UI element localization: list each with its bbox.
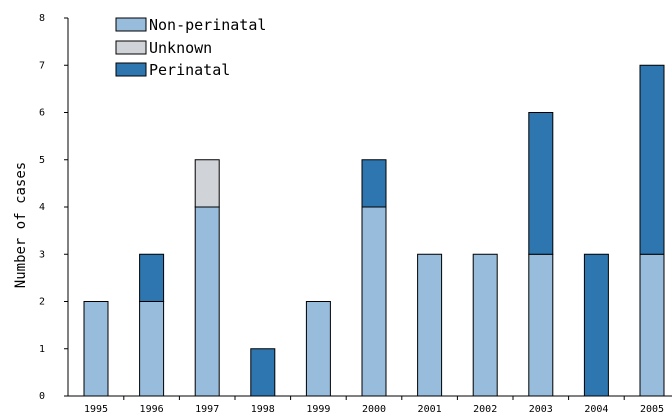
x-tick-label: 2004 <box>584 404 608 415</box>
bar-segment-perinatal <box>361 159 387 208</box>
y-ticks-group: 0 1 2 3 4 5 6 7 8 <box>39 13 68 402</box>
x-tick-label: 1998 <box>251 404 275 415</box>
bar-segment-non-perinatal <box>528 253 554 397</box>
legend-label: Unknown <box>149 39 212 57</box>
bar-segment-perinatal <box>139 253 165 302</box>
x-tick-label: 1997 <box>195 404 219 415</box>
bar-segment-non-perinatal <box>361 206 387 397</box>
x-tick-label: 1996 <box>140 404 164 415</box>
x-tick-label: 2001 <box>418 404 442 415</box>
bar-segment-unknown <box>194 159 220 208</box>
bar-segment-perinatal <box>528 112 554 255</box>
bar-segment-non-perinatal <box>639 253 665 397</box>
y-tick-label: 6 <box>39 108 45 119</box>
legend-swatch <box>115 17 147 32</box>
x-tick-label: 1995 <box>84 404 108 415</box>
y-tick-label: 3 <box>39 249 45 260</box>
x-tick-label: 2002 <box>473 404 497 415</box>
bar-segment-non-perinatal <box>305 301 331 397</box>
y-tick-label: 8 <box>39 13 45 24</box>
y-tick-label: 0 <box>39 391 45 402</box>
x-tick-label: 2000 <box>362 404 386 415</box>
legend-swatch <box>115 62 147 77</box>
y-tick-label: 5 <box>39 155 45 166</box>
bar-segment-perinatal <box>583 253 609 397</box>
y-tick-label: 2 <box>39 297 45 308</box>
y-axis-label: Number of cases <box>13 162 29 288</box>
bar-segment-non-perinatal <box>139 301 165 397</box>
legend-swatch <box>115 40 147 55</box>
bar-segment-perinatal <box>639 64 665 255</box>
bars-group <box>83 64 665 397</box>
bar-segment-non-perinatal <box>83 301 109 397</box>
y-tick-label: 7 <box>39 60 45 71</box>
bar-segment-perinatal <box>250 348 276 397</box>
x-tick-label: 2003 <box>529 404 553 415</box>
legend-label: Perinatal <box>149 61 230 79</box>
bar-segment-non-perinatal <box>417 253 443 397</box>
legend: Non-perinatal Unknown Perinatal <box>115 16 266 79</box>
bar-segment-non-perinatal <box>194 206 220 397</box>
x-tick-label: 2005 <box>640 404 664 415</box>
y-tick-label: 4 <box>39 202 45 213</box>
x-tick-label: 1999 <box>306 404 330 415</box>
bar-segment-non-perinatal <box>472 253 498 397</box>
x-ticks-group: 1995 1996 1997 1998 1999 2000 2001 2002 2003 2004… <box>84 396 664 415</box>
legend-label: Non-perinatal <box>149 16 266 34</box>
y-tick-label: 1 <box>39 344 45 355</box>
